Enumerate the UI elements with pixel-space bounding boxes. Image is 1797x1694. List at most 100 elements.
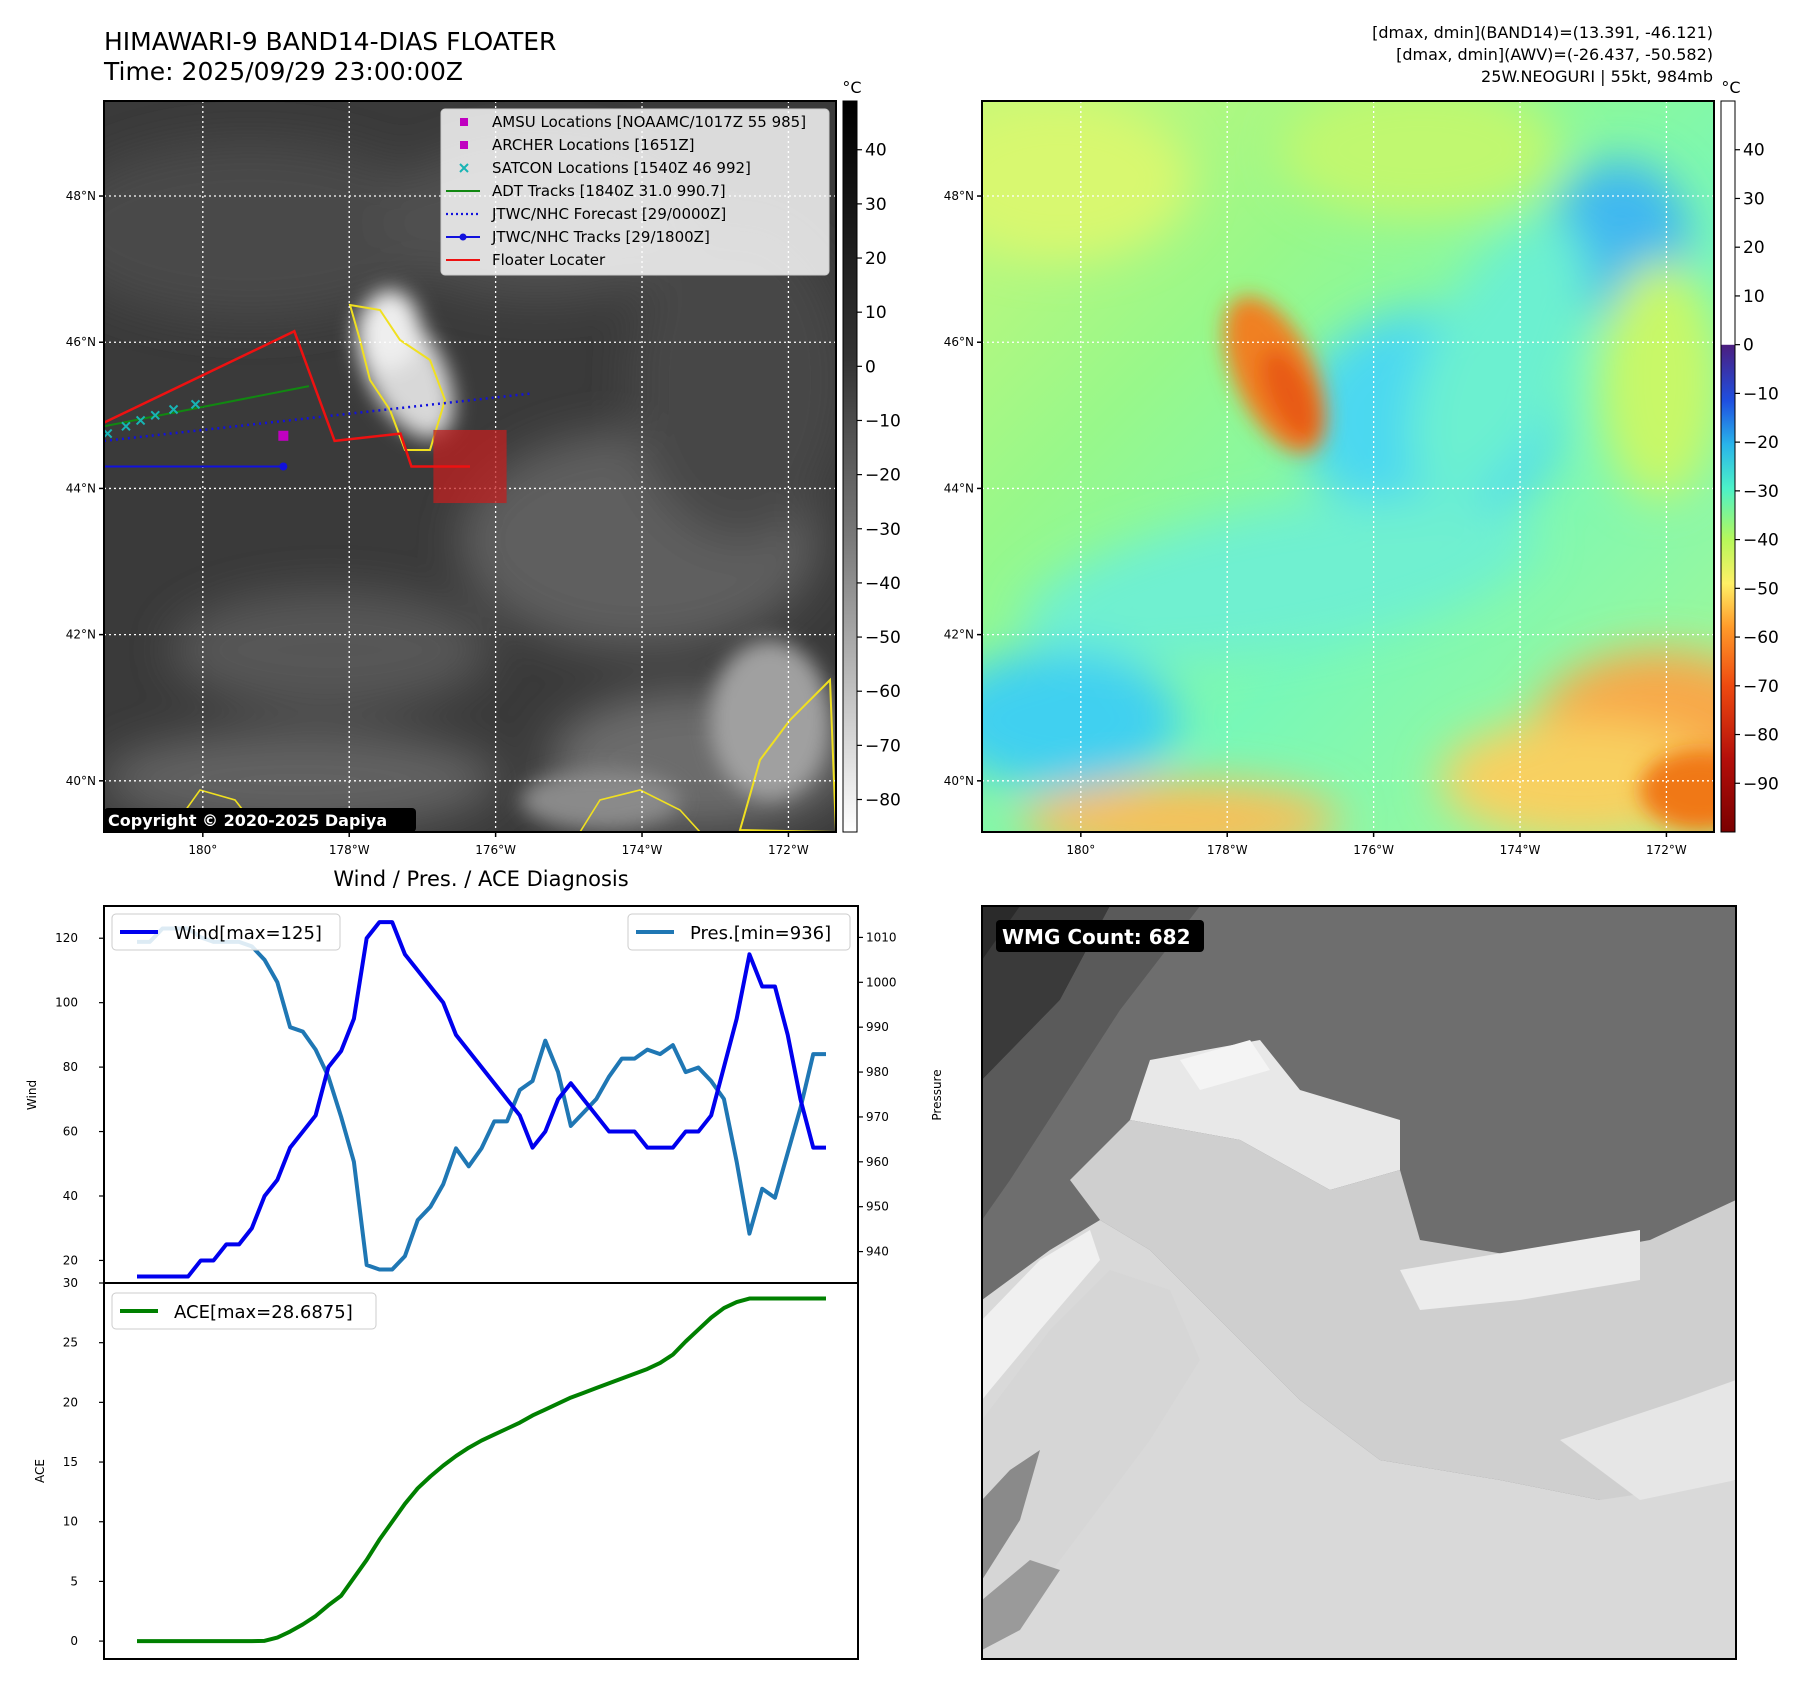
satcon-point — [168, 404, 179, 415]
ir-legend-label: SATCON Locations [1540Z 46 992] — [492, 159, 751, 177]
ir-lon-label: 178°W — [329, 843, 370, 857]
wmg-imagery — [982, 906, 1736, 1659]
ir-legend-entry: ARCHER Locations [1651Z] — [460, 136, 695, 154]
ir-lat-label: 48°N — [66, 189, 96, 203]
wind-legend: Wind[max=125] — [111, 913, 341, 951]
ir-legend-entry: Floater Locater — [446, 251, 606, 269]
satcon-point — [121, 421, 131, 432]
wv-colorbar-unit: °C — [1721, 78, 1740, 97]
wind-tick-label: 60 — [63, 1125, 78, 1139]
floater-locater-line — [104, 329, 470, 468]
satcon-point — [150, 410, 160, 421]
ir-axis-ticks: 48°N 46°N 44°N 42°N 40°N 180° 178°W 176°W 174°W 1… — [66, 189, 809, 857]
info-band14-range: [dmax, dmin](BAND14)=(13.391, -46.121) — [1372, 23, 1713, 42]
pressure-axis-label: Pressure — [930, 1069, 944, 1120]
ace-frame — [103, 1282, 859, 1660]
ir-track-overlays — [104, 329, 533, 504]
pressure-tick-label: 1010 — [866, 930, 897, 944]
ir-legend-label: JTWC/NHC Tracks [29/1800Z] — [491, 228, 710, 246]
ace-tick-label: 20 — [63, 1395, 78, 1409]
ace-legend: ACE[max=28.6875] — [111, 1292, 377, 1330]
wind-tick-label: 120 — [55, 931, 78, 945]
wv-colorbar-tick-label: −10 — [1743, 384, 1779, 404]
ir-colorbar-tick-label: 10 — [865, 303, 887, 323]
wv-lon-label: 180° — [1066, 843, 1095, 857]
ir-map-frame — [103, 100, 837, 833]
wv-lat-label: 48°N — [944, 189, 974, 203]
pressure-tick-label: 950 — [866, 1200, 889, 1214]
wv-colorbar-ticks: 40 30 20 10 0 −10 −20 −30 −40 −50 −60 −70 −80 −90 — [1735, 141, 1779, 794]
pressure-legend-label: Pres.[min=936] — [690, 923, 831, 944]
wv-colorbar-tick-label: −90 — [1743, 774, 1779, 794]
wind-pressure-chart: 20 40 60 80 100 120 940 950 960 970 980 990 1000 1010… — [25, 905, 944, 1284]
pressure-tick-label: 980 — [866, 1065, 889, 1079]
ir-colorbar-tick-label: −10 — [865, 411, 901, 431]
amsu-point — [278, 430, 289, 441]
legend-square-marker — [460, 118, 468, 126]
ace-ticks: 0 5 10 15 20 25 30 — [63, 1276, 104, 1648]
wv-colorbar-tick-label: −60 — [1743, 628, 1779, 648]
wv-colorbar-tick-label: −70 — [1743, 677, 1779, 697]
wmg-frame — [981, 905, 1737, 1660]
wind-tick-label: 100 — [55, 996, 78, 1010]
wv-colorbar — [1720, 100, 1736, 833]
ir-legend-entry: JTWC/NHC Tracks [29/1800Z] — [446, 228, 710, 246]
ace-series — [137, 1296, 826, 1644]
info-awv-range: [dmax, dmin](AWV)=(-26.437, -50.582) — [1396, 45, 1713, 64]
pressure-tick-label: 960 — [866, 1155, 889, 1169]
ace-tick-label: 5 — [70, 1574, 78, 1588]
wv-imagery — [982, 101, 1714, 832]
ir-colorbar-tick-label: −50 — [865, 628, 901, 648]
ir-lon-label: 172°W — [768, 843, 809, 857]
ir-legend-label: AMSU Locations [NOAAMC/1017Z 55 985] — [492, 113, 806, 131]
wind-axis-label: Wind — [25, 1080, 39, 1110]
satcon-point — [135, 415, 146, 426]
ir-legend-entry: SATCON Locations [1540Z 46 992] — [459, 159, 751, 177]
ir-legend-label: ARCHER Locations [1651Z] — [492, 136, 695, 154]
wv-lat-label: 42°N — [944, 628, 974, 642]
ace-chart: 0 5 10 15 20 25 30 ACE ACE[max=28.6875] — [33, 1276, 859, 1660]
ir-colorbar — [842, 100, 858, 833]
ace-axis-label: ACE — [33, 1459, 47, 1483]
wv-lon-label: 178°W — [1207, 843, 1248, 857]
ir-colorbar-ticks: 40 30 20 10 0 −10 −20 −30 −40 −50 −60 −70 −80 — [857, 141, 901, 811]
ir-lat-label: 46°N — [66, 335, 96, 349]
ace-tick-label: 25 — [63, 1336, 78, 1350]
adt-track-line — [104, 385, 310, 428]
diagnosis-title: Wind / Pres. / ACE Diagnosis — [333, 867, 628, 891]
wind-pressure-ticks: 20 40 60 80 100 120 940 950 960 970 980 990 1000 1010 — [55, 930, 896, 1267]
wv-lat-label: 46°N — [944, 335, 974, 349]
ace-tick-label: 15 — [63, 1455, 78, 1469]
ir-colorbar-tick-label: 40 — [865, 141, 887, 161]
ir-map-legend: AMSU Locations [NOAAMC/1017Z 55 985] ARCH… — [440, 108, 830, 276]
pressure-tick-label: 940 — [866, 1245, 889, 1259]
wmg-count-badge: WMG Count: 682 — [996, 920, 1204, 952]
ir-legend-entry: AMSU Locations [NOAAMC/1017Z 55 985] — [460, 113, 806, 131]
ir-legend-entry: ADT Tracks [1840Z 31.0 990.7] — [446, 182, 726, 200]
wind-tick-label: 40 — [63, 1189, 78, 1203]
wv-lon-label: 172°W — [1646, 843, 1687, 857]
ir-colorbar-tick-label: −80 — [865, 791, 901, 811]
ir-lon-label: 174°W — [622, 843, 663, 857]
info-storm: 25W.NEOGURI | 55kt, 984mb — [1481, 67, 1713, 86]
pressure-tick-label: 990 — [866, 1020, 889, 1034]
copyright-text: Copyright © 2020-2025 Dapiya — [108, 811, 387, 830]
ir-lon-label: 180° — [188, 843, 217, 857]
wv-map-panel: 48°N 46°N 44°N 42°N 40°N 180° 178°W 176°W 174°W 1… — [944, 78, 1779, 857]
wv-colorbar-tick-label: −30 — [1743, 482, 1779, 502]
wv-colorbar-tick-label: −80 — [1743, 726, 1779, 746]
ace-line — [137, 1296, 826, 1644]
satcon-point — [190, 399, 201, 410]
ir-colorbar-tick-label: −40 — [865, 574, 901, 594]
ir-colorbar-tick-label: 0 — [865, 357, 876, 377]
ir-lat-label: 40°N — [66, 774, 96, 788]
wind-line — [137, 920, 826, 1279]
copyright-badge: Copyright © 2020-2025 Dapiya — [104, 808, 416, 832]
figure-title: HIMAWARI-9 BAND14-DIAS FLOATER — [104, 27, 556, 56]
ir-lat-label: 44°N — [66, 481, 96, 495]
ir-legend-label: Floater Locater — [492, 251, 606, 269]
ace-tick-label: 10 — [63, 1515, 78, 1529]
jtwc-track-marker — [279, 462, 288, 471]
wv-map-frame — [981, 100, 1715, 833]
